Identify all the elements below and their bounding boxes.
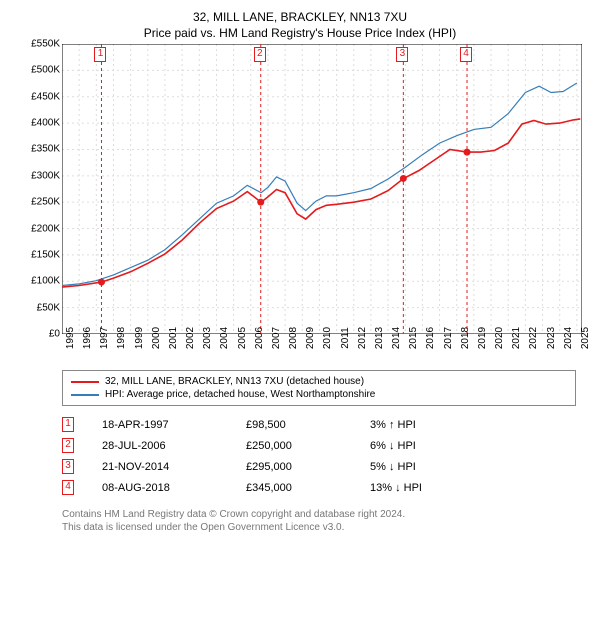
- sale-hpi-diff: 3% ↑ HPI: [370, 419, 490, 431]
- y-tick-label: £100K: [31, 276, 60, 287]
- x-tick-label: 2001: [168, 327, 179, 349]
- legend-swatch: [71, 381, 99, 383]
- sale-price: £295,000: [246, 461, 346, 473]
- x-tick-label: 1997: [99, 327, 110, 349]
- legend-item: HPI: Average price, detached house, West…: [71, 388, 567, 401]
- x-tick-label: 2024: [563, 327, 574, 349]
- sale-price: £98,500: [246, 419, 346, 431]
- sale-number-box: 3: [62, 459, 74, 474]
- x-tick-label: 2004: [219, 327, 230, 349]
- x-tick-label: 2021: [511, 327, 522, 349]
- sale-number-box: 1: [62, 417, 74, 432]
- x-tick-label: 2012: [357, 327, 368, 349]
- y-tick-label: £300K: [31, 170, 60, 181]
- y-tick-label: £450K: [31, 91, 60, 102]
- event-marker-4: 4: [460, 47, 472, 62]
- legend-label: HPI: Average price, detached house, West…: [105, 389, 375, 400]
- x-tick-label: 2018: [460, 327, 471, 349]
- y-tick-label: £400K: [31, 118, 60, 129]
- attribution-line2: This data is licensed under the Open Gov…: [62, 521, 576, 534]
- y-tick-label: £0: [49, 329, 60, 340]
- sale-row: 4 08-AUG-2018 £345,000 13% ↓ HPI: [62, 477, 576, 498]
- chart-area: £0 £50K £100K £150K £200K £250K £300K £350K £400…: [20, 44, 582, 364]
- sale-number-box: 2: [62, 438, 74, 453]
- x-tick-label: 2023: [546, 327, 557, 349]
- legend-box: 32, MILL LANE, BRACKLEY, NN13 7XU (detac…: [62, 370, 576, 406]
- arrow-icon: ↑: [389, 419, 395, 431]
- sale-hpi-diff: 6% ↓ HPI: [370, 440, 490, 452]
- arrow-icon: ↓: [395, 482, 401, 494]
- sale-number-box: 4: [62, 480, 74, 495]
- y-tick-label: £550K: [31, 39, 60, 50]
- sale-date: 21-NOV-2014: [102, 461, 222, 473]
- event-marker-1: 1: [94, 47, 106, 62]
- sale-date: 08-AUG-2018: [102, 482, 222, 494]
- title-block: 32, MILL LANE, BRACKLEY, NN13 7XU Price …: [14, 10, 586, 40]
- legend-swatch: [71, 394, 99, 396]
- y-tick-label: £150K: [31, 249, 60, 260]
- x-axis: 1995199619971998199920002001200220032004…: [62, 334, 582, 370]
- x-tick-label: 2025: [580, 327, 591, 349]
- sale-price: £250,000: [246, 440, 346, 452]
- arrow-icon: ↓: [389, 440, 395, 452]
- x-tick-label: 2016: [425, 327, 436, 349]
- x-tick-label: 2011: [340, 327, 351, 349]
- x-tick-label: 2007: [271, 327, 282, 349]
- x-tick-label: 2013: [374, 327, 385, 349]
- legend-label: 32, MILL LANE, BRACKLEY, NN13 7XU (detac…: [105, 376, 364, 387]
- sale-date: 18-APR-1997: [102, 419, 222, 431]
- sale-hpi-diff: 13% ↓ HPI: [370, 482, 490, 494]
- x-tick-label: 2020: [494, 327, 505, 349]
- sale-row: 2 28-JUL-2006 £250,000 6% ↓ HPI: [62, 435, 576, 456]
- x-tick-label: 2019: [477, 327, 488, 349]
- sale-price: £345,000: [246, 482, 346, 494]
- x-tick-label: 1995: [65, 327, 76, 349]
- event-marker-3: 3: [396, 47, 408, 62]
- x-tick-label: 2000: [151, 327, 162, 349]
- x-tick-label: 2014: [391, 327, 402, 349]
- sale-hpi-diff: 5% ↓ HPI: [370, 461, 490, 473]
- sale-row: 1 18-APR-1997 £98,500 3% ↑ HPI: [62, 414, 576, 435]
- x-tick-label: 1999: [134, 327, 145, 349]
- y-axis: £0£50K£100K£150K£200K£250K£300K£350K£400…: [20, 44, 62, 334]
- x-tick-label: 1996: [82, 327, 93, 349]
- x-tick-label: 2002: [185, 327, 196, 349]
- event-marker-2: 2: [254, 47, 266, 62]
- y-tick-label: £350K: [31, 144, 60, 155]
- legend-item: 32, MILL LANE, BRACKLEY, NN13 7XU (detac…: [71, 375, 567, 388]
- x-tick-label: 2009: [305, 327, 316, 349]
- x-tick-label: 2006: [254, 327, 265, 349]
- x-tick-label: 2017: [443, 327, 454, 349]
- attribution-line1: Contains HM Land Registry data © Crown c…: [62, 508, 576, 521]
- address-title: 32, MILL LANE, BRACKLEY, NN13 7XU: [14, 10, 586, 24]
- x-tick-label: 2003: [202, 327, 213, 349]
- y-tick-label: £200K: [31, 223, 60, 234]
- x-tick-label: 2022: [528, 327, 539, 349]
- plot: [62, 44, 582, 334]
- x-tick-label: 2008: [288, 327, 299, 349]
- chart-subtitle: Price paid vs. HM Land Registry's House …: [14, 26, 586, 40]
- y-tick-label: £500K: [31, 65, 60, 76]
- figure: 32, MILL LANE, BRACKLEY, NN13 7XU Price …: [0, 0, 600, 620]
- attribution: Contains HM Land Registry data © Crown c…: [62, 508, 576, 534]
- x-tick-label: 2010: [322, 327, 333, 349]
- y-tick-label: £50K: [37, 302, 60, 313]
- sales-table: 1 18-APR-1997 £98,500 3% ↑ HPI 2 28-JUL-2006 £…: [62, 414, 576, 498]
- x-tick-label: 2015: [408, 327, 419, 349]
- y-tick-label: £250K: [31, 197, 60, 208]
- sale-row: 3 21-NOV-2014 £295,000 5% ↓ HPI: [62, 456, 576, 477]
- x-tick-label: 2005: [237, 327, 248, 349]
- x-tick-label: 1998: [116, 327, 127, 349]
- arrow-icon: ↓: [389, 461, 395, 473]
- sale-date: 28-JUL-2006: [102, 440, 222, 452]
